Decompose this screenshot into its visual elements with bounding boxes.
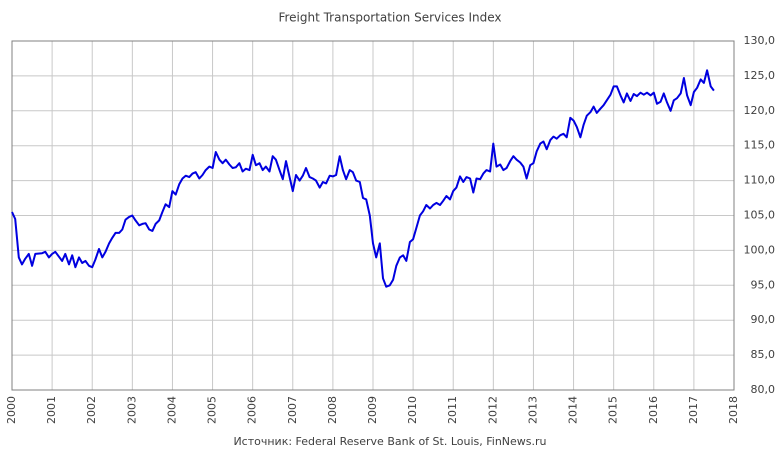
x-tick-label: 2011: [446, 396, 459, 424]
x-tick-label: 2015: [607, 396, 620, 424]
x-tick-label: 2008: [326, 396, 339, 424]
x-tick-label: 2012: [486, 396, 499, 424]
y-tick-label: 80,0: [751, 383, 776, 396]
y-tick-label: 130,0: [744, 34, 776, 47]
source-note: Источник: Federal Reserve Bank of St. Lo…: [233, 435, 546, 448]
data-line: [11, 69, 715, 288]
x-tick-label: 2014: [567, 396, 580, 424]
x-tick-label: 2005: [206, 396, 219, 424]
x-tick-label: 2001: [45, 396, 58, 424]
y-tick-label: 115,0: [744, 139, 776, 152]
x-tick-label: 2007: [286, 396, 299, 424]
y-tick-label: 125,0: [744, 69, 776, 82]
x-tick-label: 2000: [5, 396, 18, 424]
y-tick-label: 85,0: [751, 348, 776, 361]
x-tick-label: 2016: [647, 396, 660, 424]
x-tick-label: 2004: [165, 396, 178, 424]
y-tick-label: 100,0: [744, 243, 776, 256]
x-tick-label: 2006: [246, 396, 259, 424]
y-tick-label: 120,0: [744, 104, 776, 117]
y-tick-label: 90,0: [751, 313, 776, 326]
y-tick-label: 110,0: [744, 174, 776, 187]
x-tick-label: 2010: [406, 396, 419, 424]
chart-title: Freight Transportation Services Index: [278, 11, 501, 25]
y-tick-label: 95,0: [751, 278, 776, 291]
x-tick-label: 2013: [526, 396, 539, 424]
x-tick-label: 2017: [687, 396, 700, 424]
x-tick-label: 2018: [727, 396, 740, 424]
x-tick-label: 2003: [125, 396, 138, 424]
y-tick-label: 105,0: [744, 209, 776, 222]
x-tick-label: 2009: [366, 396, 379, 424]
x-tick-label: 2002: [85, 396, 98, 424]
plot-frame: [11, 40, 735, 391]
